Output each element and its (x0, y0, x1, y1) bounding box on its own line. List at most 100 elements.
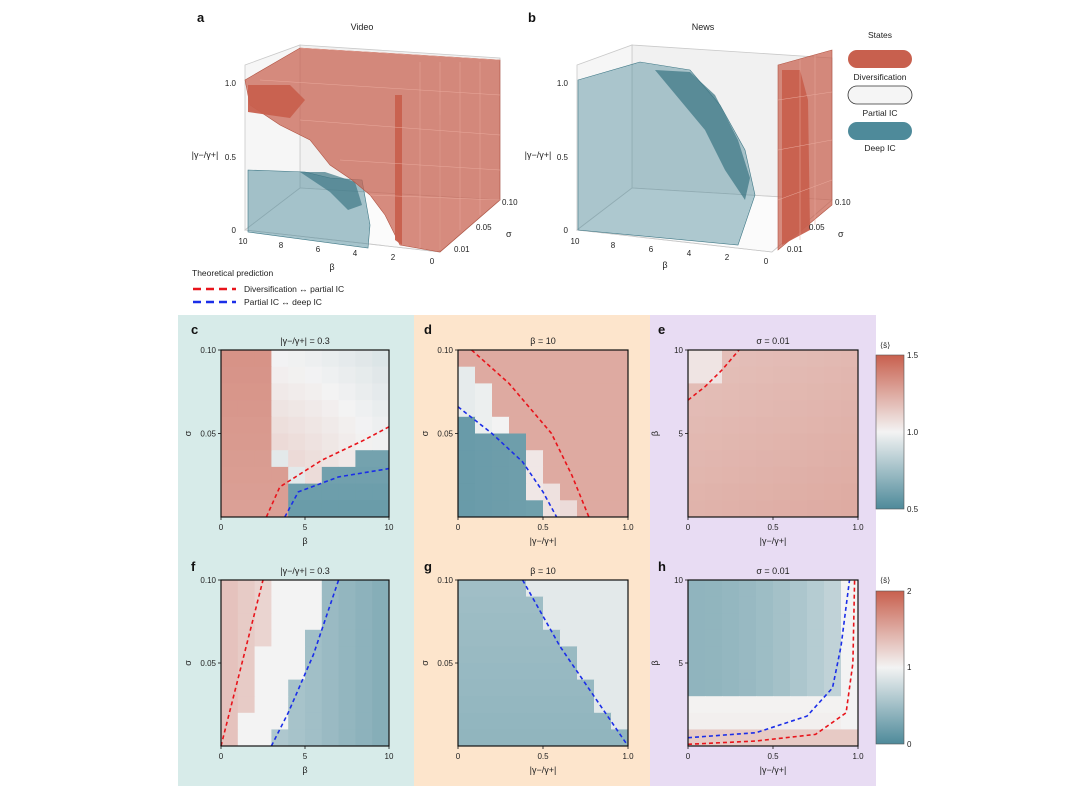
y-tick-label: 0.05 (437, 430, 453, 439)
heatmap-cell (458, 646, 476, 664)
heatmap-cell (221, 613, 239, 631)
heatmap-cell (577, 596, 595, 614)
heatmap-cell (509, 679, 527, 697)
heatmap-cell (560, 629, 578, 647)
heatmap-cell (790, 500, 808, 518)
heatmap-cell (458, 613, 476, 631)
heatmap-cell (288, 366, 306, 384)
heatmap-cell (509, 433, 527, 451)
heatmap-cell (526, 483, 544, 501)
heatmap-cell (841, 629, 859, 647)
heatmap-cell (271, 613, 289, 631)
heatmap-cell (338, 350, 356, 368)
heatmap-cell (705, 663, 723, 681)
x-tick-label: 10 (385, 523, 394, 532)
heatmap-cell (288, 679, 306, 697)
x-tick-label: 10 (385, 752, 394, 761)
heatmap-cell (321, 483, 340, 501)
heatmap-cell (824, 466, 842, 485)
x-tick: 4 (687, 249, 692, 258)
x-tick: 4 (353, 249, 358, 258)
heatmap-cell (543, 696, 561, 714)
heatmap-cell (254, 596, 272, 614)
heatmap-cell (526, 613, 544, 631)
panel-a-deep-ic-surface (247, 169, 371, 249)
heatmap-cell (271, 729, 289, 747)
heatmap-cell (722, 696, 740, 714)
heatmap-cell (594, 350, 612, 368)
panel-b-deep-ic-surface (577, 61, 756, 246)
heatmap-cell (560, 646, 578, 664)
z-tick: 0.5 (225, 153, 237, 162)
y-tick-label: 10 (674, 346, 683, 355)
heatmap-cell (773, 450, 791, 468)
heatmap-cell (807, 663, 825, 681)
heatmap-cell (705, 646, 723, 664)
heatmap-cell (824, 350, 842, 368)
heatmap-cell (824, 696, 842, 714)
heatmap-cell (475, 450, 493, 468)
heatmap-cell (807, 596, 825, 614)
heatmap-cell (237, 729, 256, 747)
heatmap-cell (458, 729, 476, 747)
heatmap-cell (560, 696, 578, 714)
z-tick: 0 (232, 226, 237, 235)
heatmap-cell (560, 613, 578, 631)
heatmap-cell (807, 613, 825, 631)
heatmap-cell (807, 350, 825, 368)
heatmap-panel-d: β = 10 0 0.5 1.0 0.05 0.10 |γ−/γ+| σ (420, 336, 634, 546)
heatmap-cell (305, 629, 323, 647)
heatmap-cell (824, 416, 842, 434)
heatmap-cell (756, 696, 774, 714)
heatmap-cell (221, 646, 239, 664)
x-tick: 0 (764, 257, 769, 266)
heatmap-cell (372, 433, 390, 451)
y-tick-label: 0.05 (437, 659, 453, 668)
heatmap-cell (475, 433, 493, 451)
x-tick-label: 0 (686, 523, 691, 532)
heatmap-cell (492, 663, 510, 681)
y-tick: 0.05 (476, 223, 492, 232)
heatmap-cell (577, 366, 595, 384)
y-axis-label: β (650, 660, 660, 665)
heatmap-cell (221, 483, 239, 501)
heatmap-cell (611, 466, 629, 485)
heatmap-cell (526, 500, 544, 518)
heatmap-cell (756, 580, 774, 598)
heatmap-cell (824, 613, 842, 631)
heatmap-cell (739, 696, 757, 714)
panel-a-y-ticks: 0.01 0.05 0.10 (454, 198, 518, 254)
heatmap-cell (739, 383, 757, 401)
heatmap-cell (773, 383, 791, 401)
z-tick: 1.0 (225, 79, 237, 88)
heatmap-cell (594, 712, 612, 730)
heatmap-cell (509, 729, 527, 747)
heatmap-cell (526, 596, 544, 614)
heatmap-cell (492, 350, 510, 368)
y-tick-label: 0.05 (200, 659, 216, 668)
heatmap-cell (841, 696, 859, 714)
heatmap-cell (790, 383, 808, 401)
heatmap-cell (475, 466, 493, 485)
y-tick: 0.05 (809, 223, 825, 232)
heatmap-cell (611, 663, 629, 681)
panel-b-mesh-lines (777, 56, 833, 240)
heatmap-cell (705, 366, 723, 384)
heatmap-cell (355, 646, 373, 664)
states-legend: States Diversification Partial IC Deep I… (847, 30, 913, 153)
z-tick: 1.0 (557, 79, 569, 88)
y-tick: 0.01 (454, 245, 470, 254)
heatmap-cell (509, 483, 527, 501)
heatmap-cell (271, 646, 289, 664)
heatmap-cell (492, 596, 510, 614)
heatmap-cell (722, 450, 740, 468)
heatmap-cell (594, 613, 612, 631)
heatmap-cell (773, 400, 791, 418)
heatmap-cell (305, 416, 323, 434)
heatmap-cell (790, 596, 808, 614)
heatmap-cell (338, 383, 356, 401)
heatmap-cell (237, 580, 256, 598)
heatmap-cell (305, 500, 323, 518)
heatmap-cell (594, 450, 612, 468)
y-tick-label: 0.10 (200, 576, 216, 585)
